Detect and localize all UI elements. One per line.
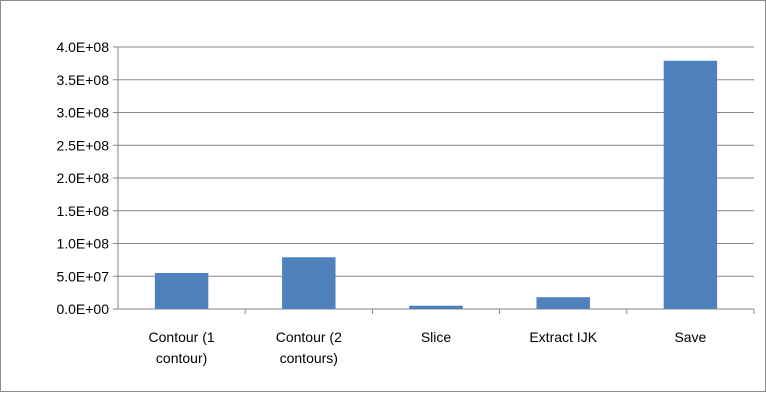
y-tick-label: 3.5E+08 [56, 72, 109, 88]
bar [536, 297, 590, 309]
y-tick-label: 3.0E+08 [56, 105, 109, 121]
bar [409, 305, 463, 309]
y-tick-label: 1.5E+08 [56, 203, 109, 219]
x-tick-label: Contour (2 [276, 329, 342, 345]
y-tick-label: 1.0E+08 [56, 236, 109, 252]
y-tick-label: 0.0E+00 [56, 301, 109, 317]
x-tick-label: Slice [421, 329, 452, 345]
x-tick-label: contours) [280, 350, 338, 366]
y-tick-label: 2.5E+08 [56, 137, 109, 153]
bar [663, 60, 718, 309]
bar [154, 272, 209, 309]
x-tick-label: Extract IJK [529, 329, 597, 345]
bar [282, 257, 336, 309]
x-tick-label: contour) [156, 350, 207, 366]
x-tick-label: Contour (1 [149, 329, 215, 345]
y-tick-label: 5.0E+07 [56, 268, 109, 284]
y-tick-label: 2.0E+08 [56, 170, 109, 186]
y-tick-label: 4.0E+08 [56, 39, 109, 55]
x-tick-label: Save [674, 329, 706, 345]
